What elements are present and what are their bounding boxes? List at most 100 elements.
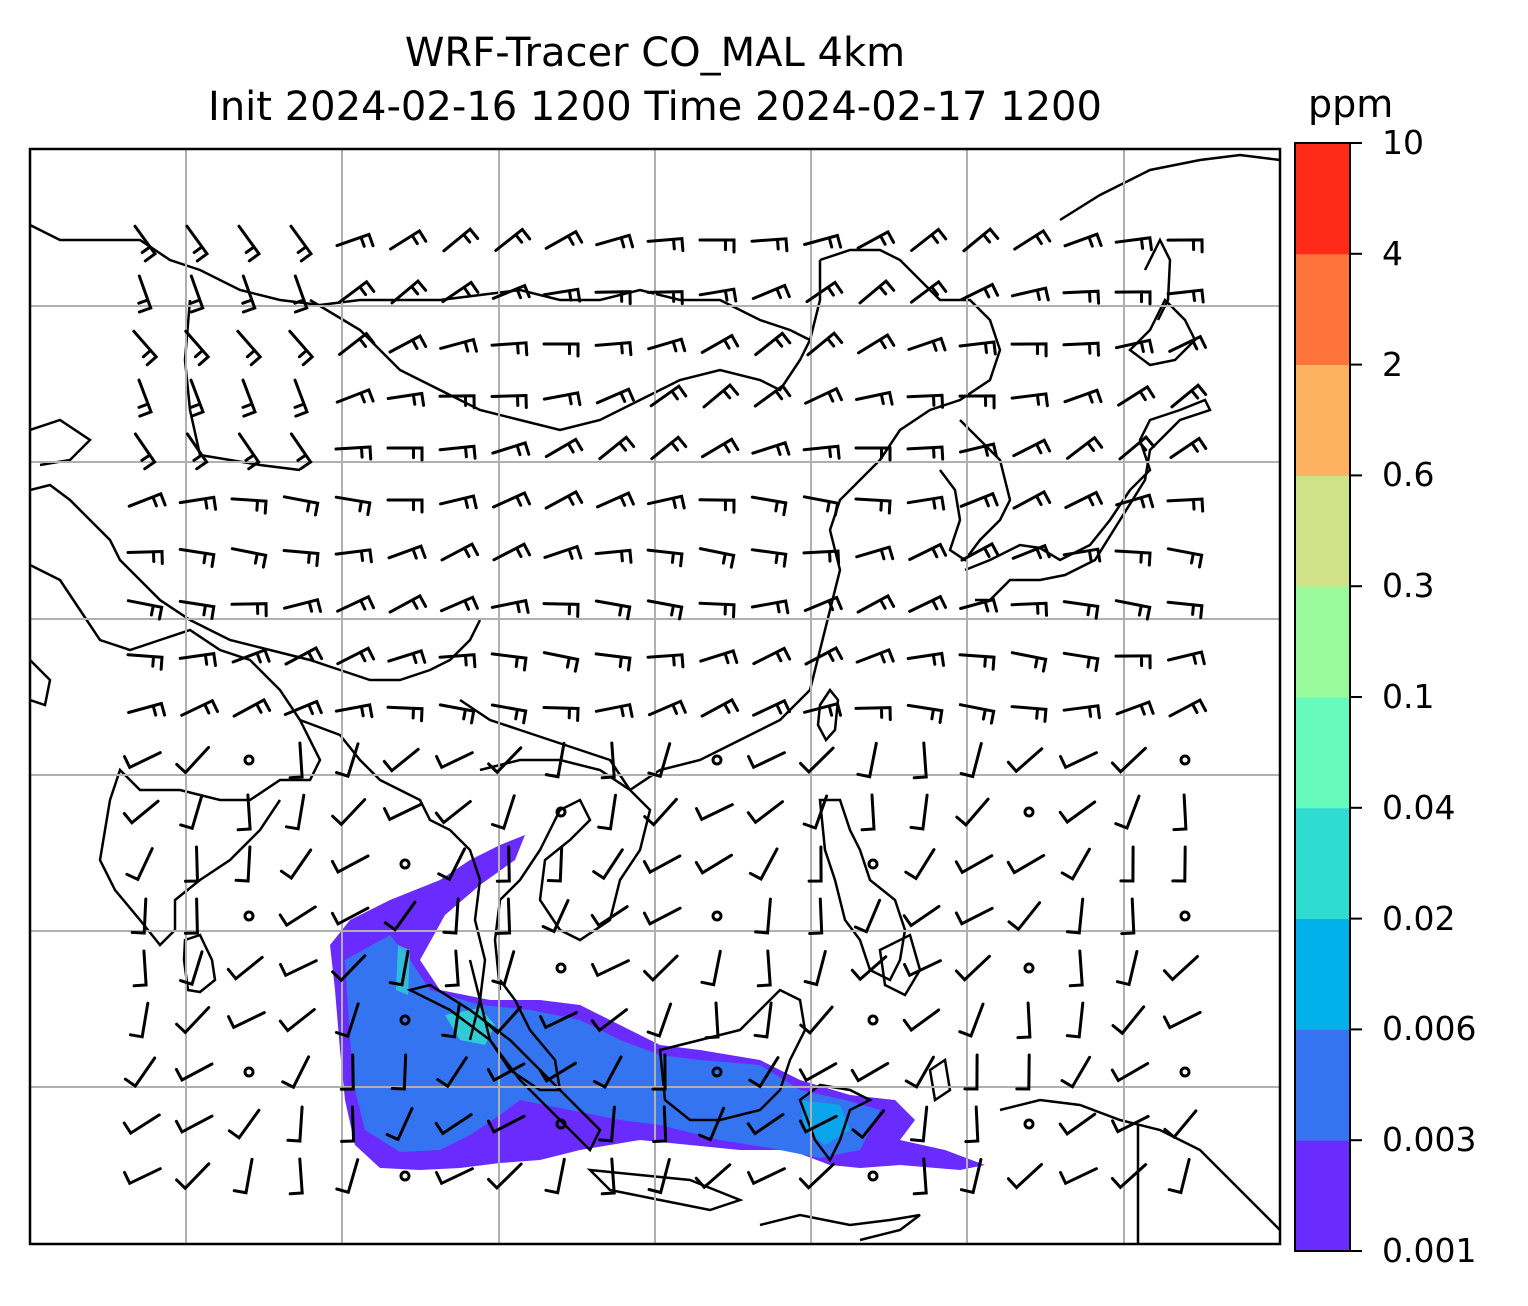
wind-barb (746, 800, 784, 825)
wind-barb (331, 954, 367, 983)
wind-barb (592, 848, 624, 881)
wind-barb (1062, 600, 1100, 620)
wind-barb (1120, 897, 1136, 936)
wind-barb (959, 597, 999, 613)
colorbar-segment (1295, 253, 1350, 366)
coast-sumatra (406, 983, 602, 1153)
border-china-west (183, 299, 301, 472)
wind-barb (336, 646, 376, 666)
wind-barb (538, 1061, 577, 1083)
wind-barb (1110, 1062, 1150, 1083)
wind-barb (189, 274, 205, 314)
wind-barb (647, 699, 687, 717)
wind-barb (1010, 705, 1048, 723)
wind-barb (910, 227, 948, 252)
wind-barb (337, 279, 376, 304)
wind-barb-calm (399, 858, 411, 870)
coast-java (586, 1168, 744, 1212)
wind-barb (174, 1062, 214, 1083)
wind-barb (544, 741, 566, 779)
wind-barb (1007, 901, 1042, 932)
wind-barb (241, 274, 257, 314)
wind-barb (959, 1158, 983, 1195)
wind-barb (1012, 438, 1052, 458)
wind-barb (697, 1106, 726, 1142)
wind-barb (959, 442, 998, 458)
wind-barb (491, 283, 531, 300)
wind-barb-calm (555, 806, 567, 818)
wind-barb (1115, 950, 1139, 987)
wind-barb (1117, 384, 1156, 407)
wind-barb (444, 949, 460, 988)
wind-barb (1066, 435, 1104, 460)
wind-barb (175, 746, 210, 775)
wind-barb (747, 751, 786, 770)
wind-barb-calm (243, 910, 255, 922)
wind-barb (958, 394, 996, 410)
wind-barb (643, 954, 679, 983)
wind-barb (178, 599, 216, 620)
wind-barb (1010, 392, 1049, 408)
wind-barb (543, 544, 583, 560)
wind-barb (544, 229, 584, 250)
wind-barb (700, 949, 722, 987)
wind-barb (1110, 746, 1147, 774)
wind-barb (440, 542, 480, 562)
wind-barb (802, 495, 840, 517)
map-frame (28, 147, 1282, 1246)
wind-barb (595, 233, 635, 249)
wind-barb (700, 437, 740, 459)
colorbar-tick-label: 0.006 (1382, 1009, 1477, 1049)
map-title-line2: Init 2024-02-16 1200 Time 2024-02-17 120… (208, 84, 1102, 130)
wind-barb (293, 378, 309, 418)
wind-barb-calm (867, 1170, 879, 1182)
wind-barb (695, 803, 734, 822)
wind-barb (698, 287, 738, 303)
wind-barb (855, 545, 895, 561)
wind-barb (802, 794, 829, 830)
wind-barb (960, 541, 1000, 562)
coast-russia-east (1059, 153, 1280, 222)
wind-barb (284, 645, 324, 666)
wind-barb (1166, 288, 1205, 304)
wind-barb (490, 652, 528, 672)
wind-barb (1006, 853, 1046, 875)
wind-barb (127, 701, 167, 717)
wind-barb (442, 227, 480, 253)
wind-barb (334, 548, 373, 564)
wind-barb (241, 378, 257, 418)
wind-barb (1168, 698, 1208, 718)
wind-barb (237, 432, 261, 471)
colorbar-segment (1295, 807, 1350, 920)
wind-barb (542, 342, 580, 358)
coast-japan (964, 398, 1212, 602)
wind-barb (909, 793, 929, 831)
wind-barb (236, 793, 252, 832)
wind-barb (1167, 650, 1206, 666)
wind-barb (646, 653, 685, 669)
wind-barb (803, 701, 842, 717)
wind-barb (594, 548, 633, 564)
gridlines (30, 149, 1280, 1244)
wind-barb (388, 949, 410, 987)
wind-barb (491, 950, 516, 987)
wind-barb (133, 432, 157, 471)
wind-barb (383, 803, 422, 822)
wind-barb (234, 845, 252, 883)
wind-barb-calm (243, 754, 255, 766)
wind-barb (906, 703, 944, 724)
wind-barb (132, 949, 148, 988)
border-mongolia (309, 298, 812, 432)
wind-barb (278, 905, 317, 928)
wind-barb (650, 435, 688, 461)
wind-barb (902, 904, 941, 928)
border-china-north (30, 223, 822, 342)
wind-barb (700, 697, 740, 718)
wind-barb (127, 491, 167, 508)
wind-barb (486, 1062, 526, 1083)
wind-barb (1058, 800, 1097, 825)
wind-barb (698, 547, 736, 569)
wind-barb (1065, 1001, 1085, 1039)
wind-barb (1063, 232, 1103, 248)
wind-barb (594, 290, 632, 306)
